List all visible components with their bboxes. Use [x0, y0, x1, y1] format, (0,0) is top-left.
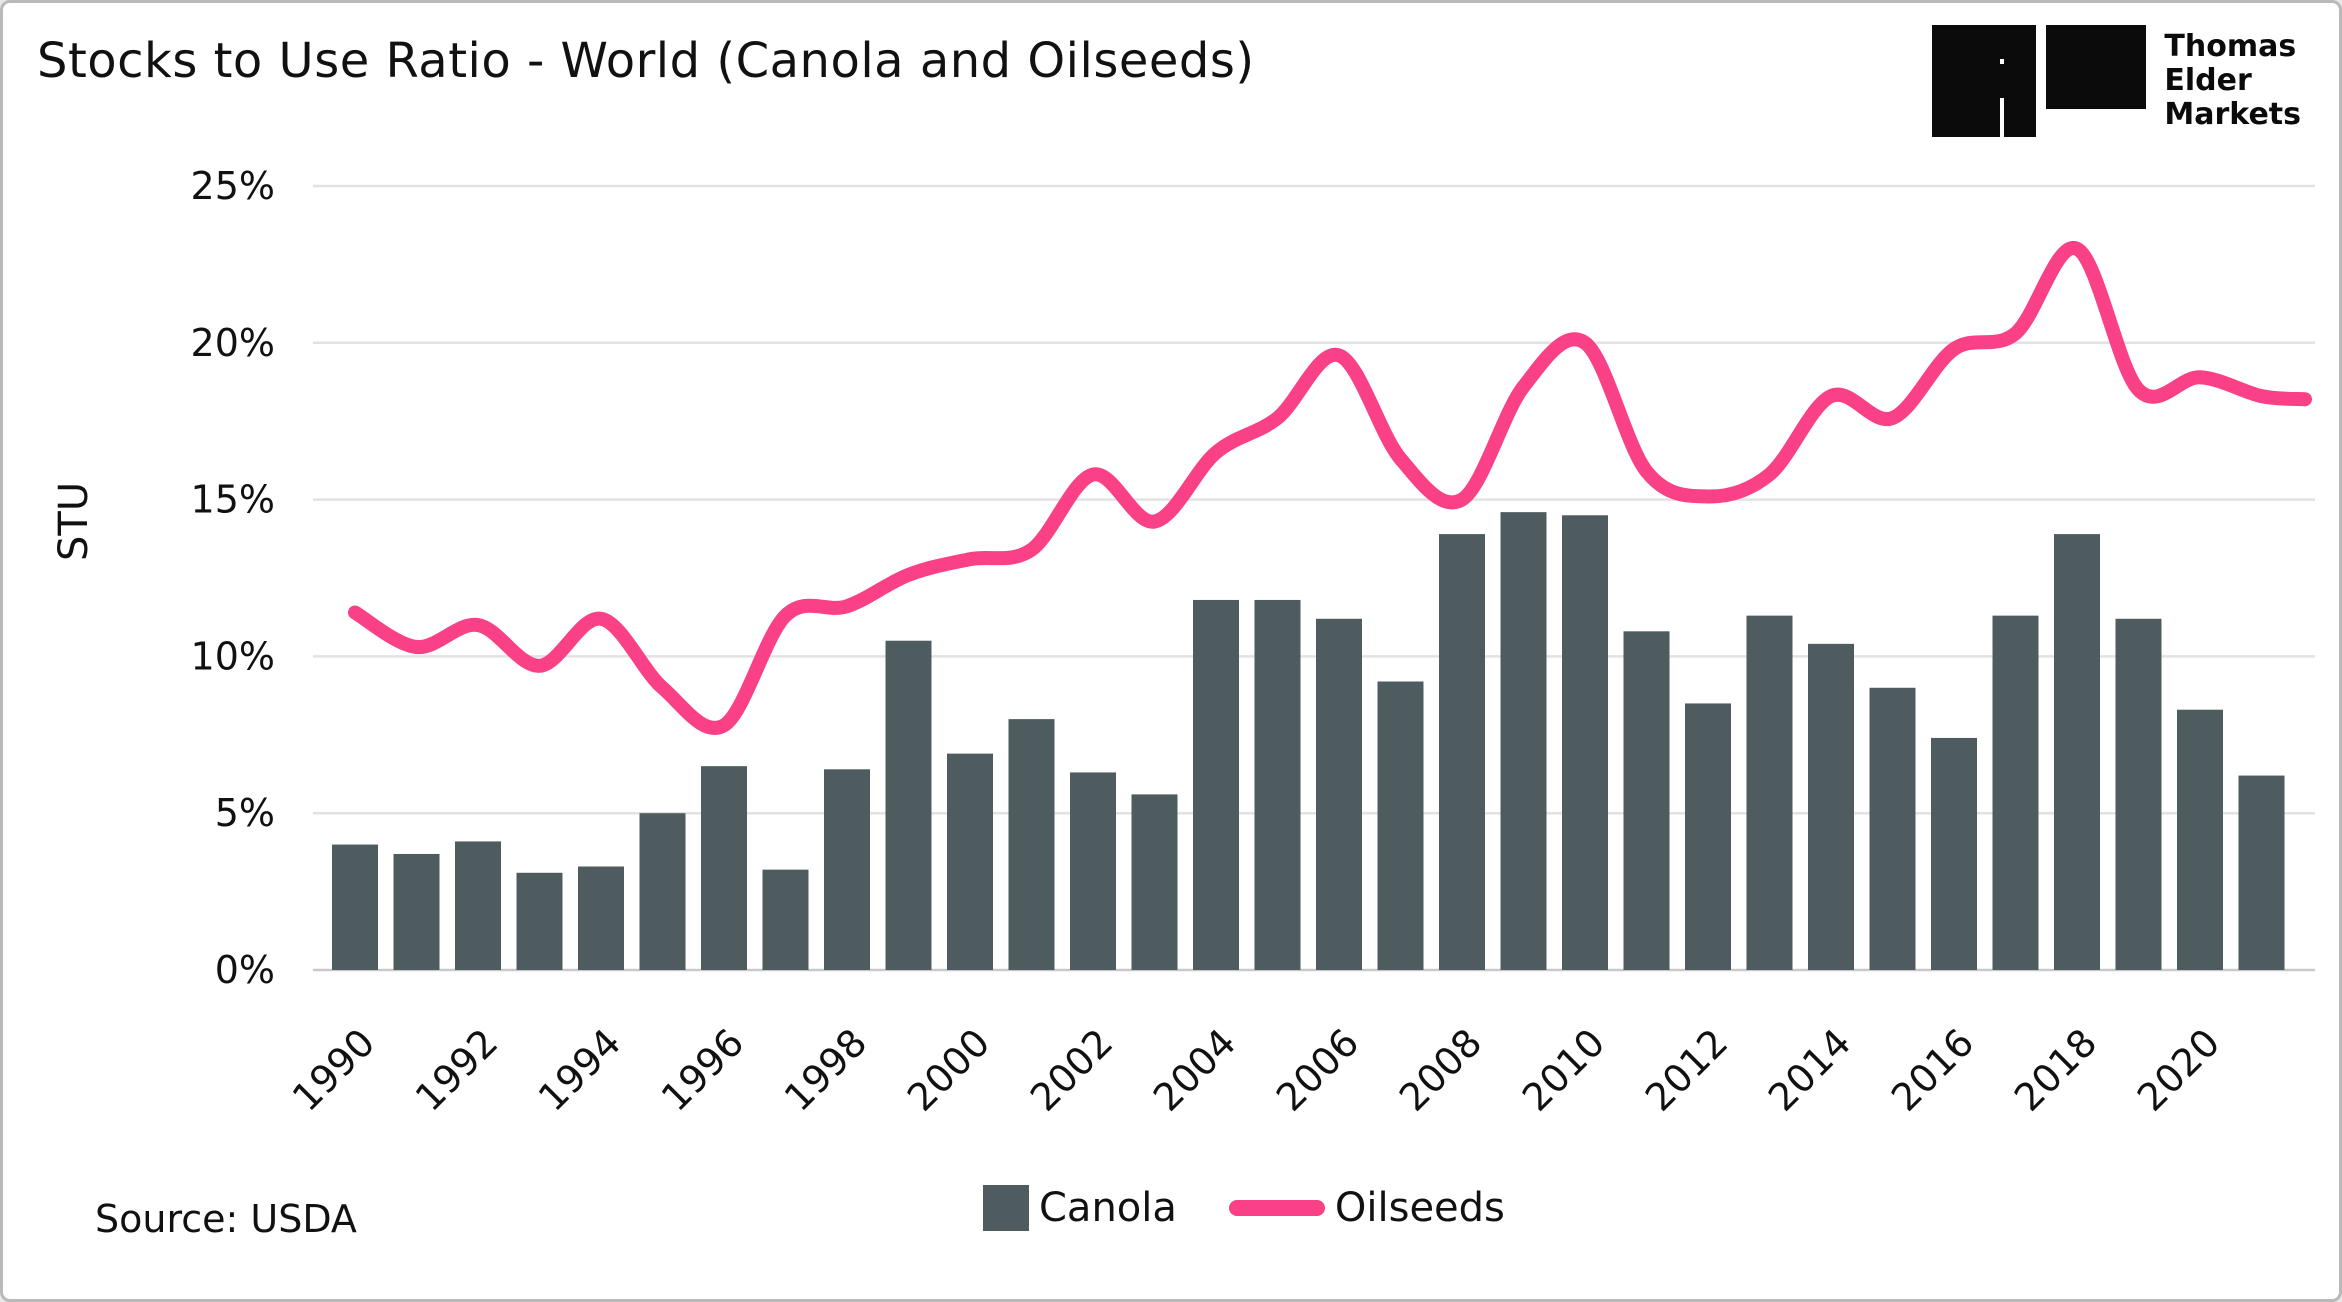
brand-line: Elder	[2164, 63, 2252, 99]
bar-2013	[1746, 615, 1793, 970]
bar-2008	[1439, 534, 1485, 970]
tem-logo: Thomas Elder Markets	[1932, 25, 2301, 137]
bar-2019	[2115, 618, 2162, 970]
bar-2017	[1992, 615, 2039, 970]
bar-2012	[1685, 703, 1731, 970]
x-tick-2012: 2012	[1637, 1020, 1737, 1120]
brand-text: Thomas Elder Markets	[2164, 30, 2301, 132]
bar-2020	[2177, 709, 2223, 970]
x-tick-1996: 1996	[653, 1020, 753, 1120]
x-tick-2002: 2002	[1022, 1020, 1122, 1120]
x-tick-2018: 2018	[2006, 1020, 2106, 1120]
legend-item-canola: Canola	[983, 1185, 1177, 1231]
canola-swatch	[983, 1185, 1029, 1231]
oilseeds-line	[348, 241, 2312, 735]
triple-bars-icon	[2046, 25, 2147, 137]
bar-2004	[1193, 599, 1239, 970]
bar-1997	[762, 869, 809, 970]
bar-1998	[824, 769, 870, 970]
x-tick-2014: 2014	[1760, 1020, 1860, 1120]
y-tick-25%: 25%	[191, 164, 275, 208]
legend: Canola Oilseeds	[983, 1185, 1505, 1231]
bar-1990	[332, 844, 378, 970]
x-tick-2010: 2010	[1514, 1020, 1614, 1120]
x-tick-2006: 2006	[1268, 1020, 1368, 1120]
x-tick-2020: 2020	[2129, 1020, 2229, 1120]
x-tick-1992: 1992	[407, 1020, 507, 1120]
y-tick-5%: 5%	[215, 791, 275, 835]
bar-2018	[2054, 534, 2100, 970]
x-tick-1990: 1990	[284, 1020, 384, 1120]
x-tick-2008: 2008	[1391, 1020, 1491, 1120]
bar-2001	[1008, 719, 1055, 970]
bar-1993	[516, 872, 563, 970]
legend-item-oilseeds: Oilseeds	[1228, 1185, 1505, 1231]
bar-2006	[1316, 618, 1362, 970]
bar-2009	[1500, 512, 1547, 970]
bar-1994	[578, 866, 624, 970]
x-tick-2004: 2004	[1145, 1020, 1245, 1120]
x-tick-2000: 2000	[899, 1020, 999, 1120]
bar-2003	[1131, 794, 1178, 970]
y-tick-0%: 0%	[215, 948, 275, 992]
bar-1996	[701, 766, 747, 970]
bar-1991	[393, 853, 440, 970]
bar-2015	[1869, 687, 1916, 970]
bar-2014	[1808, 643, 1854, 970]
bar-2021	[2238, 775, 2285, 970]
m-icon	[1932, 25, 2037, 137]
bar-1992	[455, 841, 501, 970]
source-label: Source: USDA	[95, 1197, 357, 1241]
y-tick-10%: 10%	[191, 634, 275, 678]
bar-1995	[639, 813, 686, 970]
x-tick-2016: 2016	[1883, 1020, 1983, 1120]
page-title: Stocks to Use Ratio - World (Canola and …	[37, 33, 1255, 89]
bar-2005	[1254, 599, 1301, 970]
bar-2016	[1931, 737, 1977, 970]
y-tick-20%: 20%	[191, 321, 275, 365]
oilseeds-swatch	[1228, 1200, 1325, 1216]
x-tick-1998: 1998	[776, 1020, 876, 1120]
legend-label-canola: Canola	[1039, 1185, 1177, 1231]
bar-1999	[885, 640, 932, 970]
brand-line: Markets	[2164, 96, 2301, 132]
bar-2007	[1377, 681, 1424, 970]
bar-2002	[1070, 772, 1116, 970]
bar-2011	[1623, 631, 1670, 970]
bar-2010	[1562, 515, 1608, 970]
stu-chart-plot: 0% 5% 10% 15% 20% 25% 1990 1992 1994 1996 1998 2000…	[191, 164, 2315, 1120]
brand-line: Thomas	[2164, 29, 2297, 65]
legend-label-oilseeds: Oilseeds	[1334, 1185, 1505, 1231]
y-tick-15%: 15%	[191, 478, 275, 522]
x-tick-1994: 1994	[530, 1020, 630, 1120]
bar-2000	[947, 753, 993, 970]
chart-footer: Source: USDA Canola Oilseeds	[3, 1185, 2339, 1255]
